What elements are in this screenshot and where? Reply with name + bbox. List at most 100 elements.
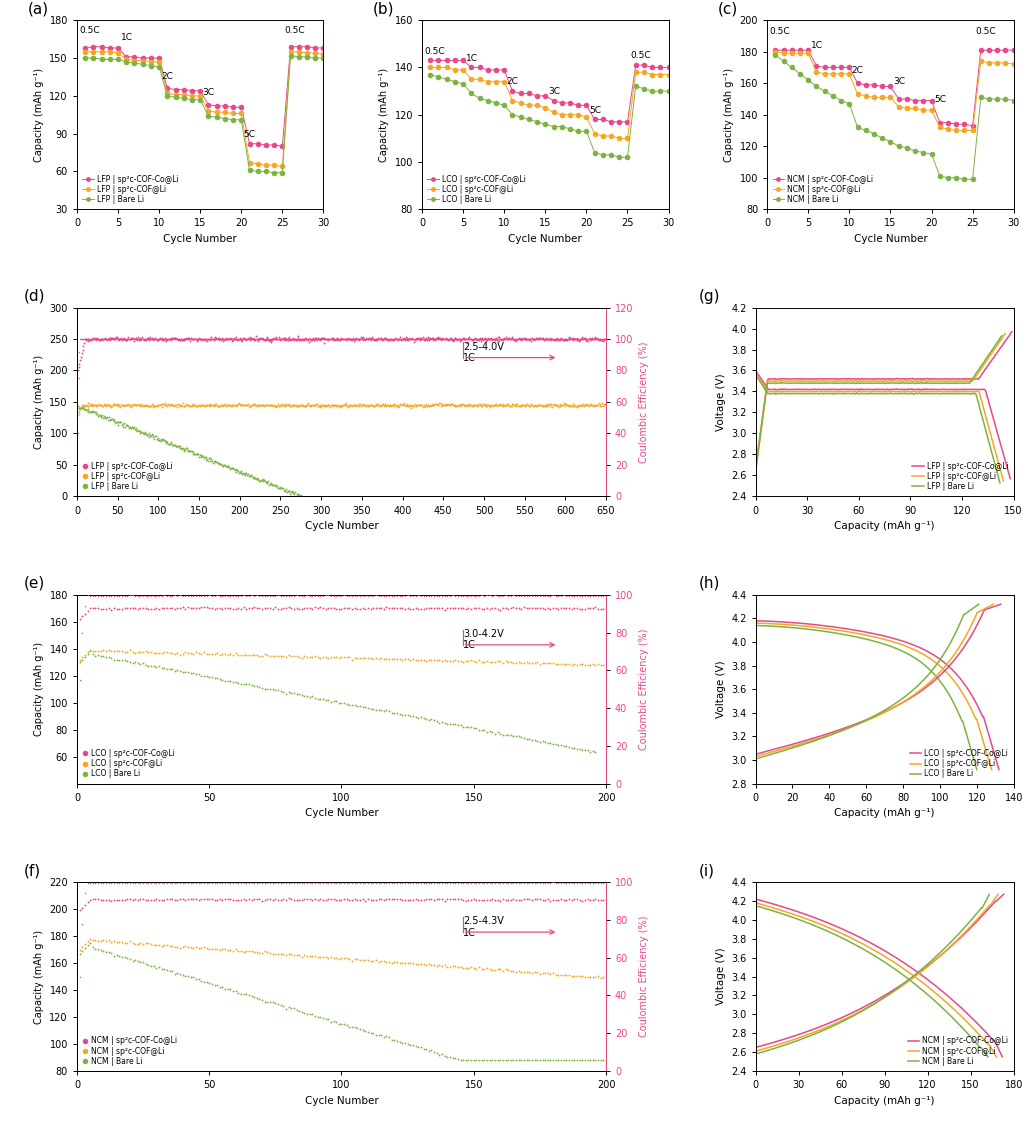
Point bbox=[500, 1051, 516, 1069]
Point bbox=[193, 330, 209, 348]
Point bbox=[197, 396, 213, 414]
Point bbox=[447, 586, 464, 604]
Point bbox=[386, 330, 402, 348]
Point bbox=[472, 328, 488, 346]
Point bbox=[561, 655, 578, 673]
Point bbox=[436, 714, 452, 732]
Point bbox=[564, 331, 581, 349]
Point bbox=[562, 396, 579, 414]
Point bbox=[235, 330, 251, 348]
Point bbox=[75, 338, 91, 356]
Point bbox=[416, 331, 432, 349]
Point bbox=[412, 330, 429, 348]
Point bbox=[183, 969, 199, 987]
Point bbox=[86, 331, 103, 349]
Point bbox=[386, 953, 402, 971]
Point bbox=[233, 396, 249, 414]
Point bbox=[540, 586, 556, 604]
Point bbox=[96, 407, 113, 425]
Point bbox=[458, 330, 474, 348]
Point bbox=[468, 396, 484, 414]
Point bbox=[418, 890, 434, 908]
Point bbox=[331, 331, 348, 349]
Point bbox=[568, 331, 585, 349]
Point bbox=[260, 396, 276, 414]
Point bbox=[132, 422, 149, 440]
Point bbox=[230, 587, 246, 605]
Point bbox=[436, 650, 452, 668]
Point bbox=[283, 396, 300, 414]
Point bbox=[320, 396, 337, 414]
Point bbox=[124, 874, 141, 892]
Point bbox=[301, 330, 317, 348]
Point bbox=[344, 330, 360, 348]
Point bbox=[134, 935, 151, 953]
Point bbox=[492, 330, 509, 348]
Point bbox=[239, 396, 255, 414]
Point bbox=[434, 651, 450, 669]
Point bbox=[576, 330, 592, 348]
Point bbox=[270, 395, 286, 413]
Point bbox=[188, 587, 204, 605]
Point bbox=[390, 330, 406, 348]
Point bbox=[404, 328, 421, 346]
Point bbox=[402, 891, 419, 909]
Point bbox=[411, 330, 428, 348]
Point bbox=[507, 331, 523, 349]
Point bbox=[578, 330, 594, 348]
Point bbox=[559, 331, 576, 349]
Point bbox=[201, 940, 218, 958]
Point bbox=[129, 935, 146, 953]
Point bbox=[410, 650, 427, 668]
Point bbox=[410, 330, 427, 348]
Point bbox=[384, 890, 400, 908]
Point bbox=[275, 598, 291, 616]
Point bbox=[152, 432, 168, 450]
Point bbox=[183, 644, 199, 662]
Point bbox=[392, 598, 408, 616]
Point bbox=[401, 330, 418, 348]
Point bbox=[362, 600, 379, 618]
Point bbox=[310, 891, 326, 909]
Point bbox=[97, 874, 114, 892]
Point bbox=[196, 667, 212, 685]
Text: (e): (e) bbox=[24, 576, 45, 591]
Point bbox=[74, 899, 90, 917]
Point bbox=[283, 331, 300, 349]
Point bbox=[235, 943, 251, 961]
Point bbox=[161, 937, 177, 955]
Point bbox=[206, 975, 223, 993]
Point bbox=[204, 330, 221, 348]
Point bbox=[104, 330, 120, 348]
Point bbox=[389, 704, 405, 722]
Point bbox=[159, 936, 175, 954]
Point bbox=[307, 647, 323, 665]
Point bbox=[317, 586, 333, 604]
Point bbox=[124, 600, 141, 618]
Point bbox=[137, 955, 154, 973]
Point bbox=[540, 874, 556, 892]
Point bbox=[583, 330, 599, 348]
Point bbox=[142, 330, 158, 348]
Point bbox=[381, 397, 397, 415]
Point bbox=[410, 891, 427, 909]
Point bbox=[261, 331, 277, 349]
Point bbox=[372, 397, 389, 415]
Point bbox=[468, 874, 484, 892]
Point bbox=[547, 330, 563, 348]
Point bbox=[246, 469, 263, 487]
Point bbox=[231, 330, 247, 348]
Point bbox=[114, 642, 130, 660]
Point bbox=[234, 330, 250, 348]
Point bbox=[449, 874, 466, 892]
Point bbox=[148, 600, 164, 618]
Point bbox=[362, 396, 379, 414]
Point bbox=[103, 397, 119, 415]
Point bbox=[190, 331, 206, 349]
Point bbox=[161, 330, 177, 348]
Point bbox=[291, 397, 308, 415]
Point bbox=[270, 600, 286, 618]
Point bbox=[579, 396, 595, 414]
Point bbox=[131, 397, 148, 415]
Point bbox=[340, 330, 356, 348]
